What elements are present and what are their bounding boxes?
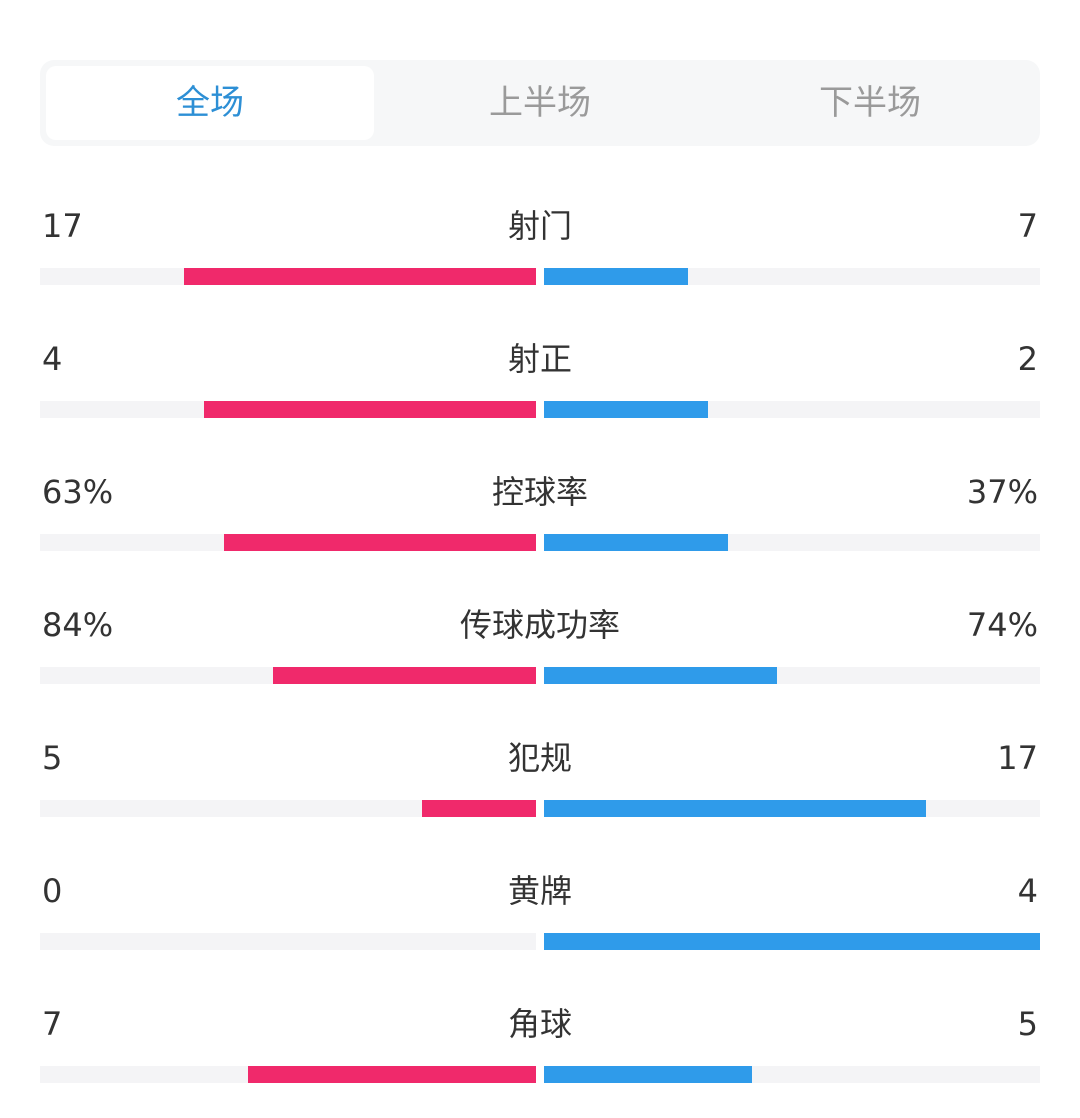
stat-row-shots: 17 射门 7: [40, 201, 1040, 301]
home-bar: [184, 268, 536, 285]
away-bar: [544, 534, 728, 551]
home-value: 84%: [42, 606, 114, 644]
stat-row-shots-on-target: 4 射正 2: [40, 334, 1040, 434]
stat-label: 射门: [507, 207, 572, 245]
away-value: 2: [1017, 340, 1038, 378]
home-bar-track: [40, 667, 536, 684]
away-bar: [544, 800, 926, 817]
home-value: 5: [42, 739, 63, 777]
home-bar-track: [40, 1066, 536, 1083]
away-value: 74%: [966, 606, 1038, 644]
away-value: 37%: [966, 473, 1038, 511]
home-bar-track: [40, 268, 536, 285]
home-value: 7: [42, 1005, 63, 1043]
stat-row-pass-accuracy: 84% 传球成功率 74%: [40, 600, 1040, 700]
period-tabs: 全场 上半场 下半场: [40, 60, 1040, 146]
away-bar: [544, 268, 688, 285]
home-bar: [422, 800, 536, 817]
away-value: 7: [1017, 207, 1038, 245]
home-value: 63%: [42, 473, 114, 511]
stat-label: 犯规: [507, 739, 572, 777]
stat-label: 角球: [507, 1005, 572, 1043]
away-value: 17: [997, 739, 1038, 777]
home-bar: [273, 667, 536, 684]
home-bar-track: [40, 933, 536, 950]
tab-second-half[interactable]: 下半场: [819, 83, 921, 123]
home-bar: [224, 534, 536, 551]
away-bar-track: [544, 933, 1040, 950]
away-bar-track: [544, 534, 1040, 551]
tab-first-half[interactable]: 上半场: [489, 83, 591, 123]
home-bar-track: [40, 534, 536, 551]
away-bar-track: [544, 401, 1040, 418]
home-bar: [248, 1066, 536, 1083]
stat-label: 黄牌: [507, 872, 572, 910]
away-bar: [544, 933, 1040, 950]
home-value: 4: [42, 340, 63, 378]
away-value: 4: [1017, 872, 1038, 910]
away-value: 5: [1017, 1005, 1038, 1043]
stat-row-possession: 63% 控球率 37%: [40, 467, 1040, 567]
away-bar-track: [544, 268, 1040, 285]
home-bar-track: [40, 401, 536, 418]
home-bar-track: [40, 800, 536, 817]
away-bar-track: [544, 800, 1040, 817]
home-value: 0: [42, 872, 63, 910]
stat-row-fouls: 5 犯规 17: [40, 733, 1040, 833]
away-bar-track: [544, 667, 1040, 684]
away-bar: [544, 667, 777, 684]
stat-row-corners: 7 角球 5: [40, 999, 1040, 1099]
stat-label: 传球成功率: [459, 606, 620, 644]
home-bar: [204, 401, 536, 418]
stat-row-yellow-cards: 0 黄牌 4: [40, 866, 1040, 966]
away-bar: [544, 1066, 752, 1083]
away-bar-track: [544, 1066, 1040, 1083]
stat-label: 射正: [507, 340, 572, 378]
tab-full-match[interactable]: 全场: [46, 66, 374, 140]
stat-label: 控球率: [491, 473, 588, 511]
away-bar: [544, 401, 708, 418]
home-value: 17: [42, 207, 83, 245]
